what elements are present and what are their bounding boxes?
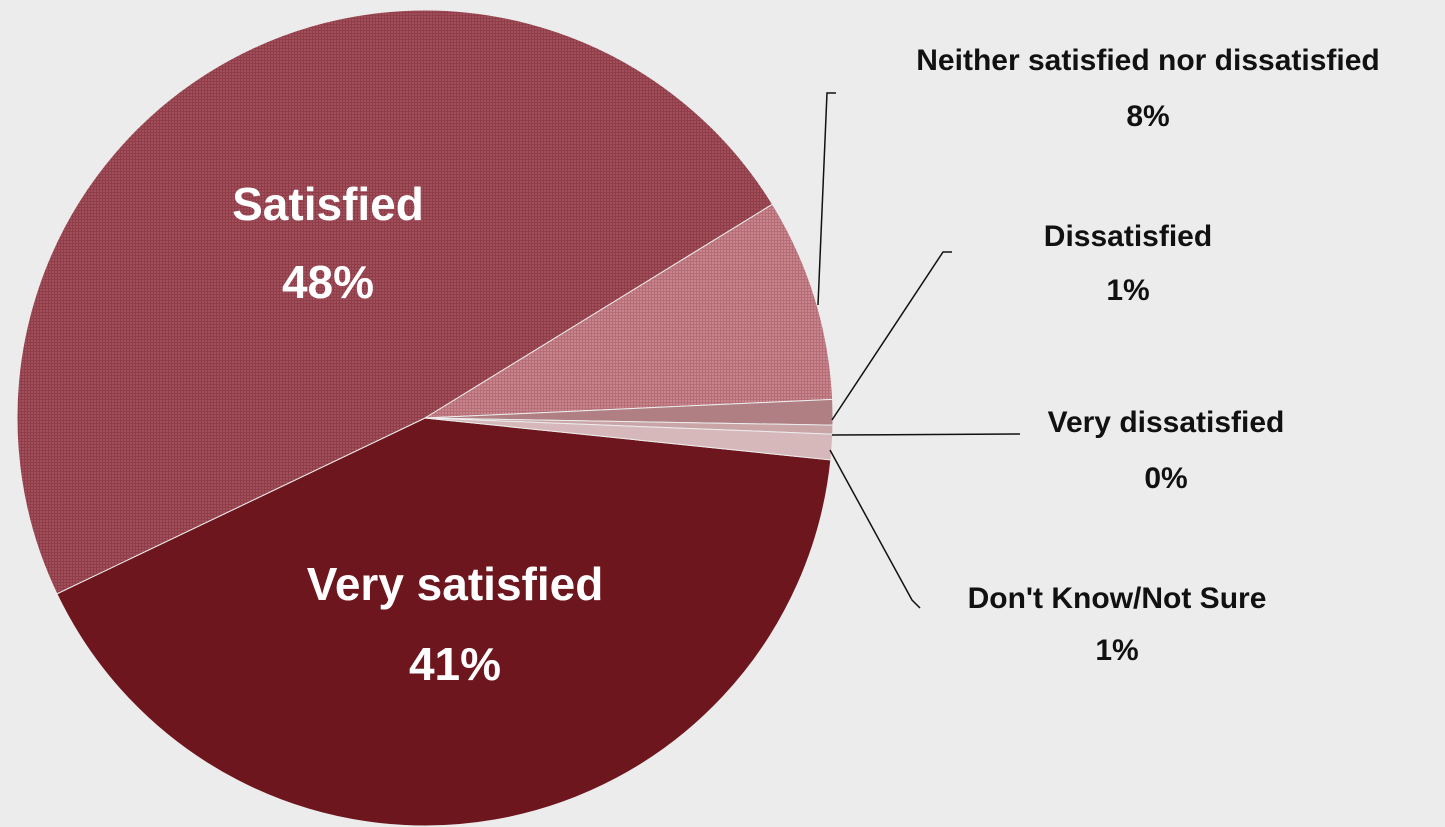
pie-slice-don-t-know-not-sure	[424, 417, 834, 461]
slice-label-don-t-know-not-sure: Don't Know/Not Sure	[968, 582, 1267, 615]
slice-label-satisfied: Satisfied	[232, 178, 424, 230]
slice-labels: Very satisfied 41% Satisfied 48% Neither sat…	[232, 44, 1380, 690]
slice-value-very-dissatisfied: 0%	[1144, 462, 1187, 495]
leader-lines	[817, 92, 1021, 609]
slice-value-neither-satisfied-nor-dissatisfied: 8%	[1126, 100, 1169, 133]
slice-label-neither-satisfied-nor-dissatisfied: Neither satisfied nor dissatisfied	[916, 44, 1379, 77]
pie-slices	[16, 9, 834, 827]
pie-slice-neither-satisfied-nor-dissatisfied	[423, 203, 834, 419]
pie-slice-satisfied	[16, 9, 774, 595]
slice-value-don-t-know-not-sure: 1%	[1095, 634, 1138, 667]
leader-line-very-dissatisfied	[831, 433, 1021, 436]
pie-slice-very-satisfied	[56, 417, 832, 827]
leader-line-don-t-know-not-sure	[829, 449, 921, 609]
leader-line-dissatisfied	[831, 251, 952, 421]
slice-value-satisfied: 48%	[282, 256, 374, 308]
slice-value-very-satisfied: 41%	[409, 638, 501, 690]
slice-label-very-satisfied: Very satisfied	[307, 558, 604, 610]
leader-line-neither-satisfied-nor-dissatisfied	[817, 92, 836, 306]
slice-label-very-dissatisfied: Very dissatisfied	[1048, 406, 1285, 439]
slice-label-dissatisfied: Dissatisfied	[1044, 220, 1212, 253]
slice-value-dissatisfied: 1%	[1106, 274, 1149, 307]
